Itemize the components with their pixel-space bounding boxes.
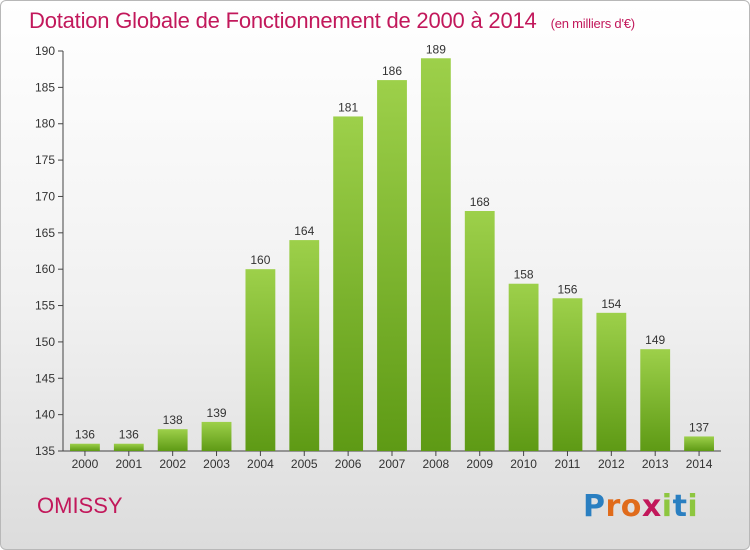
- bar-value-label: 158: [514, 268, 534, 282]
- bar-value-label: 160: [250, 253, 270, 267]
- bar: [157, 429, 188, 451]
- x-tick-label: 2007: [379, 457, 406, 471]
- x-tick-label: 2003: [203, 457, 230, 471]
- chart-title-unit: (en milliers d'€): [550, 16, 636, 31]
- bar: [596, 312, 627, 451]
- logo-letter: i: [661, 489, 673, 524]
- x-tick-label: 2010: [510, 457, 537, 471]
- proxiti-logo: Proxiti: [583, 489, 698, 524]
- y-tick-label: 150: [35, 335, 55, 349]
- y-tick-label: 170: [35, 189, 55, 203]
- y-tick-label: 135: [35, 444, 55, 458]
- x-tick-label: 2009: [466, 457, 493, 471]
- commune-name: OMISSY: [37, 493, 123, 518]
- y-tick-label: 165: [35, 226, 55, 240]
- y-tick-label: 155: [35, 299, 55, 313]
- logo-letter: o: [620, 489, 642, 524]
- x-tick-label: 2014: [686, 457, 713, 471]
- bar: [552, 298, 583, 451]
- x-tick-label: 2012: [598, 457, 625, 471]
- bar: [508, 283, 539, 451]
- y-tick-label: 190: [35, 44, 55, 58]
- x-tick-label: 2002: [159, 457, 186, 471]
- x-tick-label: 2013: [642, 457, 669, 471]
- bar: [684, 436, 714, 451]
- y-tick-label: 180: [35, 117, 55, 131]
- bar-value-label: 149: [645, 333, 665, 347]
- bar-value-label: 186: [382, 64, 402, 78]
- y-tick-label: 175: [35, 153, 55, 167]
- bar-value-label: 156: [557, 282, 577, 296]
- bar: [464, 211, 495, 451]
- y-tick-label: 145: [35, 371, 55, 385]
- x-tick-label: 2005: [291, 457, 318, 471]
- chart-title: Dotation Globale de Fonctionnement de 20…: [29, 8, 635, 34]
- bar: [289, 240, 320, 451]
- bar-value-label: 164: [294, 224, 314, 238]
- y-tick-label: 185: [35, 80, 55, 94]
- bar: [420, 58, 451, 451]
- bar-value-label: 168: [470, 195, 490, 209]
- bar: [201, 421, 232, 451]
- bar: [70, 443, 100, 451]
- bar-value-label: 137: [689, 420, 709, 434]
- chart-title-text: Dotation Globale de Fonctionnement de 20…: [29, 8, 537, 33]
- y-tick-label: 160: [35, 262, 55, 276]
- x-tick-label: 2011: [555, 457, 581, 471]
- x-tick-label: 2008: [423, 457, 450, 471]
- logo-letter: x: [641, 489, 662, 524]
- bar-value-label: 189: [426, 42, 446, 56]
- x-tick-label: 2006: [335, 457, 362, 471]
- bar-value-label: 181: [338, 100, 358, 114]
- bar-value-label: 136: [75, 428, 95, 442]
- logo-letter: t: [672, 489, 688, 524]
- logo-letter: r: [605, 489, 621, 524]
- bar-value-label: 154: [601, 297, 621, 311]
- bar: [640, 349, 671, 451]
- x-tick-label: 2001: [115, 457, 142, 471]
- y-tick-label: 140: [35, 408, 55, 422]
- bar: [245, 269, 276, 451]
- bar-value-label: 138: [163, 413, 183, 427]
- logo-letter: P: [583, 489, 606, 524]
- bar: [333, 116, 364, 452]
- logo-letter: i: [687, 489, 699, 524]
- bar-value-label: 139: [207, 406, 227, 420]
- bar: [377, 80, 407, 451]
- bar-value-label: 136: [119, 428, 139, 442]
- bar: [113, 443, 144, 451]
- x-tick-label: 2004: [247, 457, 274, 471]
- x-tick-label: 2000: [72, 457, 99, 471]
